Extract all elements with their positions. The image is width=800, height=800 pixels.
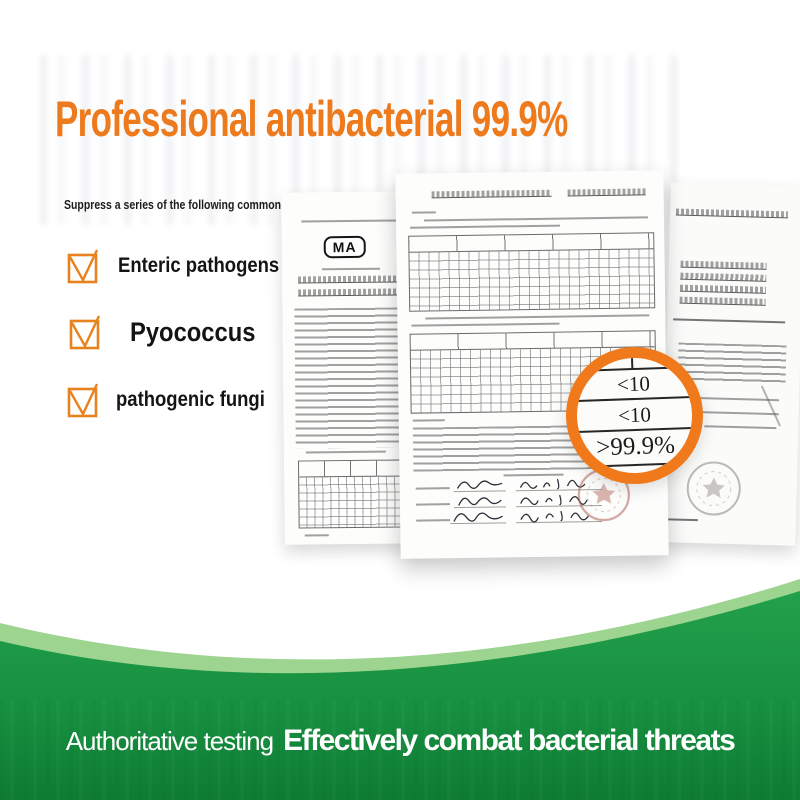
handwritten-date [520, 494, 588, 506]
dark-green-wave [0, 591, 800, 800]
magnifier-circle: <10 <10 >99.9% [566, 347, 703, 484]
signature-scribble [458, 497, 502, 506]
headline: Professional antibacterial 99.9% [55, 91, 568, 147]
test-data-table [297, 459, 407, 529]
magnified-table: <10 <10 >99.9% [577, 358, 692, 473]
footer-caption-light: Authoritative testing [65, 726, 274, 756]
checkbox-icon [67, 383, 99, 418]
test-report-center [395, 170, 669, 559]
slanted-note [760, 385, 781, 427]
report-text-lines [677, 342, 787, 386]
green-band-texture [0, 700, 800, 800]
checkbox-icon [67, 249, 99, 284]
magnified-value: <10 [616, 371, 651, 397]
signature-scribble [457, 480, 503, 489]
signature-row [395, 170, 663, 493]
faded-stamp-icon [686, 461, 741, 516]
handwritten-date [520, 510, 589, 523]
cma-certification-logo: MA [323, 235, 366, 259]
checklist-item: Pyococcus [68, 314, 273, 350]
checkbox-icon [69, 315, 101, 350]
signature-row [395, 170, 663, 525]
report-text-lines [294, 307, 410, 449]
checklist-item-label: Pyococcus [130, 316, 256, 347]
test-data-table [408, 232, 656, 312]
checklist-item: Enteric pathogens [66, 248, 301, 284]
footer-caption-bold: Effectively combat bacterial threats [283, 724, 736, 757]
magnified-value: >99.9% [595, 431, 676, 462]
signature-row [395, 170, 663, 509]
green-wave-band [0, 579, 800, 800]
handwritten-date [520, 479, 586, 490]
magnified-value: <10 [617, 402, 652, 428]
checklist-item: pathogenic fungi [66, 382, 285, 418]
checklist-item-label: Enteric pathogens [118, 254, 280, 277]
test-report-right [661, 182, 800, 546]
footer-caption: Authoritative testing Effectively combat… [0, 724, 800, 758]
signature-scribble [453, 512, 503, 522]
checklist-item-label: pathogenic fungi [116, 388, 265, 411]
subtitle: Suppress a series of the following commo… [64, 198, 282, 212]
